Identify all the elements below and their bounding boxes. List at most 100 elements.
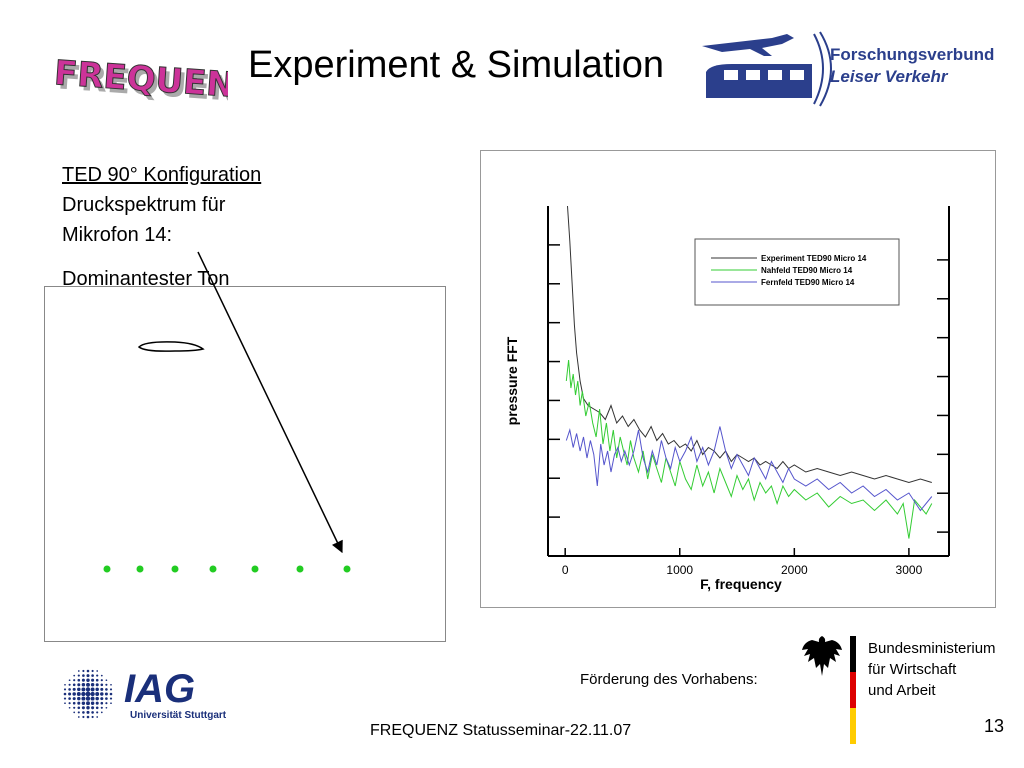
- frequenz-logo-text: FREQUENZ: [53, 53, 228, 107]
- iag-dot: [77, 701, 81, 705]
- iag-dot: [63, 692, 67, 696]
- forschungsverbund-logo: Forschungsverbund Leiser Verkehr: [702, 31, 994, 107]
- iag-dot: [100, 683, 104, 687]
- iag-dot: [109, 688, 113, 691]
- iag-dot: [96, 670, 99, 672]
- iag-dot: [73, 706, 76, 709]
- iag-dot: [100, 679, 103, 682]
- iag-dot: [86, 706, 90, 710]
- partner-logo-line1: Forschungsverbund: [830, 45, 994, 64]
- iag-dot: [109, 692, 113, 696]
- iag-dot: [86, 674, 90, 678]
- microphone-point: [171, 565, 179, 573]
- iag-dot: [95, 683, 99, 687]
- iag-dot: [81, 706, 85, 710]
- iag-logo-text: IAG: [124, 667, 195, 711]
- iag-dot: [82, 711, 85, 714]
- iag-dot: [85, 687, 91, 692]
- iag-dot: [72, 683, 76, 687]
- funding-label: Förderung des Vorhabens:: [580, 671, 758, 688]
- iag-dot: [68, 706, 71, 709]
- iag-dot: [72, 692, 76, 696]
- microphone-point: [209, 565, 217, 573]
- x-tick-label: 3000: [896, 563, 923, 577]
- iag-dot: [110, 702, 112, 705]
- iag-dot: [95, 692, 100, 696]
- legend-entry: Experiment TED90 Micro 14: [761, 254, 867, 263]
- x-tick-label: 1000: [666, 563, 693, 577]
- iag-logo-sub: Universität Stuttgart: [130, 710, 227, 721]
- iag-dot: [90, 683, 95, 687]
- iag-dot: [91, 711, 94, 714]
- sound-wave-icon: [813, 31, 832, 107]
- iag-dot: [86, 701, 90, 706]
- page-number: 13: [984, 716, 1005, 736]
- iag-dot: [64, 702, 66, 705]
- iag-dot: [77, 678, 81, 682]
- iag-dot: [81, 683, 86, 687]
- iag-dot-pattern-icon: [63, 669, 113, 719]
- iag-dot: [77, 711, 80, 714]
- iag-dot: [95, 687, 99, 692]
- train-icon: [706, 64, 812, 98]
- iag-dot: [82, 674, 85, 677]
- iag-dot: [91, 706, 95, 710]
- iag-dot: [81, 696, 86, 701]
- iag-dot: [110, 683, 112, 686]
- iag-dot: [81, 678, 85, 682]
- iag-dot: [77, 687, 81, 692]
- iag-dot: [85, 691, 91, 697]
- iag-dot: [105, 697, 108, 700]
- iag-dot: [72, 687, 76, 691]
- microphone-point: [136, 565, 144, 573]
- german-flag-stripe: [850, 636, 856, 744]
- iag-dot: [104, 692, 108, 696]
- iag-dot: [100, 701, 104, 705]
- iag-dot: [86, 710, 90, 714]
- dominant-tone-label: Dominantester Ton: [62, 268, 230, 290]
- iag-dot: [96, 711, 99, 714]
- ministry-line1: Bundesministerium: [868, 640, 996, 657]
- iag-dot: [100, 692, 104, 696]
- legend-entry: Fernfeld TED90 Micro 14: [761, 278, 855, 287]
- iag-dot: [90, 701, 95, 705]
- iag-dot: [82, 715, 85, 719]
- iag-dot: [95, 706, 99, 710]
- chart-legend: Experiment TED90 Micro 14 Nahfeld TED90 M…: [694, 238, 900, 306]
- iag-dot: [68, 688, 71, 691]
- airplane-icon: [702, 34, 794, 56]
- iag-dot: [100, 706, 103, 709]
- iag-dot: [68, 697, 71, 700]
- microphone-array: [103, 565, 351, 573]
- iag-dot: [77, 683, 81, 687]
- iag-dot: [68, 692, 72, 696]
- iag-dot: [91, 678, 95, 682]
- iag-dot: [81, 701, 86, 705]
- iag-dot: [86, 682, 90, 687]
- spectrum-chart: 0 1000 2000 3000 Experiment TED90 Micro 14 N…: [504, 205, 950, 592]
- iag-dot: [100, 697, 104, 701]
- iag-dot: [85, 696, 91, 701]
- frequenz-logo: FREQUENZ FREQUENZ: [52, 53, 228, 110]
- iag-dot: [86, 715, 90, 719]
- iag-dot: [91, 715, 94, 719]
- microphone-point: [296, 565, 304, 573]
- iag-dot: [77, 674, 80, 677]
- iag-dot: [77, 696, 81, 701]
- microphone-point: [103, 565, 111, 573]
- iag-dot: [91, 674, 94, 677]
- iag-dot: [105, 706, 108, 709]
- iag-dot: [95, 696, 99, 701]
- config-heading: TED 90° Konfiguration: [62, 164, 262, 186]
- federal-eagle-icon: [802, 636, 842, 676]
- x-axis-label: F, frequency: [700, 576, 782, 592]
- iag-dot: [86, 678, 90, 682]
- iag-dot: [77, 716, 80, 718]
- iag-dot: [81, 691, 86, 697]
- iag-dot: [76, 692, 81, 696]
- iag-dot: [68, 702, 71, 705]
- airfoil-shape: [137, 341, 205, 352]
- y-axis-label: pressure FFT: [504, 336, 520, 425]
- partner-logo-line2: Leiser Verkehr: [830, 67, 949, 86]
- iag-dot: [105, 683, 108, 686]
